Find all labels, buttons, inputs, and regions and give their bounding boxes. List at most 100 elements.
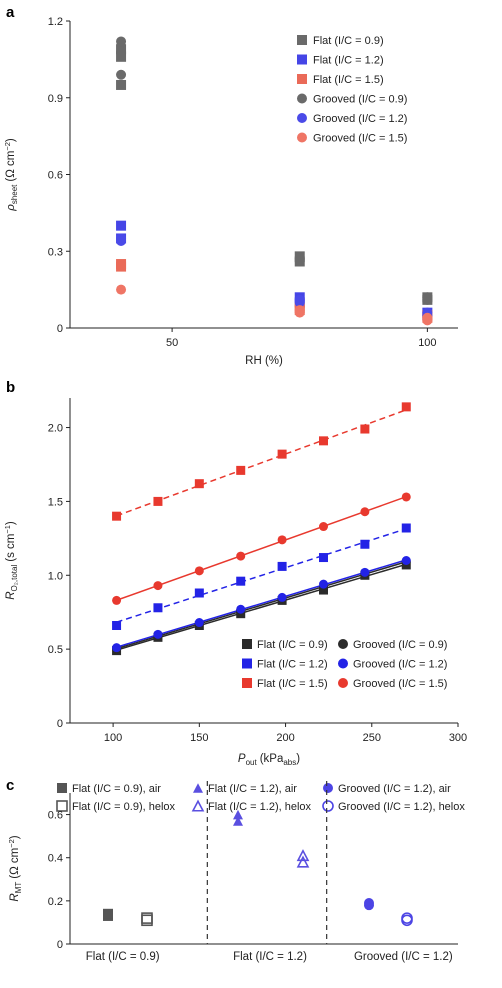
data-point bbox=[296, 849, 310, 862]
data-point bbox=[277, 561, 287, 571]
legend-marker bbox=[297, 54, 307, 65]
legend-marker bbox=[297, 113, 307, 123]
y-tick-label: 1.2 bbox=[48, 16, 63, 28]
data-point bbox=[364, 898, 374, 909]
panel-label: b bbox=[6, 379, 15, 396]
x-axis-symbol: P bbox=[238, 753, 246, 765]
fit-line bbox=[116, 409, 407, 517]
y-tick-label: 1.5 bbox=[48, 496, 63, 508]
legend-marker bbox=[56, 800, 68, 812]
legend-label: Flat (I/C = 0.9) bbox=[257, 639, 328, 651]
legend-marker bbox=[57, 783, 67, 793]
y-tick-label: 2.0 bbox=[48, 423, 63, 435]
data-point bbox=[233, 816, 243, 826]
data-point bbox=[153, 603, 163, 613]
data-point bbox=[360, 424, 370, 434]
y-tick-label: 0 bbox=[57, 939, 63, 951]
data-point bbox=[422, 312, 433, 323]
y-tick-label: 0.4 bbox=[48, 853, 63, 865]
legend-marker bbox=[323, 783, 333, 793]
y-axis-subscript: O₂,total bbox=[10, 565, 19, 592]
legend-marker bbox=[242, 639, 252, 649]
data-point bbox=[401, 523, 411, 533]
data-point bbox=[112, 595, 122, 605]
data-point bbox=[236, 604, 246, 614]
legend-label: Grooved (I/C = 0.9) bbox=[353, 639, 447, 651]
legend-label: Grooved (I/C = 1.2), air bbox=[338, 783, 451, 795]
legend-label: Flat (I/C = 1.2) bbox=[313, 55, 384, 67]
legend-marker bbox=[297, 132, 307, 143]
data-point bbox=[194, 618, 204, 628]
y-axis-unit: (Ω cm bbox=[5, 151, 17, 182]
data-point bbox=[360, 567, 370, 577]
legend-label: Flat (I/C = 0.9), air bbox=[72, 783, 161, 795]
data-point bbox=[103, 908, 113, 919]
data-point bbox=[116, 236, 127, 247]
y-axis-unit: (Ω cm bbox=[9, 848, 21, 879]
category-label: Flat (I/C = 1.2) bbox=[233, 951, 307, 963]
x-tick-label: 150 bbox=[190, 732, 208, 744]
x-axis-unit: (kPa bbox=[260, 753, 284, 765]
data-point bbox=[116, 51, 127, 62]
x-tick-label: 300 bbox=[449, 732, 467, 744]
data-point bbox=[153, 629, 163, 639]
legend-marker bbox=[242, 658, 252, 669]
x-tick-label: 250 bbox=[363, 732, 381, 744]
data-point bbox=[294, 305, 305, 316]
y-axis-unit-sup: −1 bbox=[3, 525, 12, 534]
panel-label: a bbox=[6, 4, 15, 21]
x-axis-unit-sub: abs bbox=[283, 758, 296, 767]
legend-marker bbox=[338, 678, 348, 688]
legend-marker bbox=[338, 639, 348, 649]
data-point bbox=[236, 465, 246, 475]
data-point bbox=[153, 581, 163, 591]
legend-label: Flat (I/C = 0.9) bbox=[313, 35, 384, 47]
data-point bbox=[141, 912, 153, 924]
data-point bbox=[401, 556, 411, 565]
data-point bbox=[112, 511, 122, 521]
category-label: Flat (I/C = 0.9) bbox=[86, 951, 160, 963]
y-tick-label: 1.0 bbox=[48, 570, 63, 582]
x-axis-title: Pout (kPaabs) bbox=[238, 753, 300, 767]
fit-line bbox=[116, 559, 407, 648]
data-point bbox=[277, 535, 287, 545]
legend-marker bbox=[242, 678, 252, 688]
y-axis-title: RMT (Ω cm−2) bbox=[7, 835, 23, 901]
legend-label: Grooved (I/C = 1.5) bbox=[313, 133, 407, 145]
data-point bbox=[112, 643, 122, 653]
legend-label: Flat (I/C = 0.9), helox bbox=[72, 801, 176, 813]
data-point bbox=[116, 36, 127, 47]
y-axis-unit: (s cm bbox=[5, 534, 17, 562]
y-axis-subscript: sheet bbox=[10, 184, 19, 204]
x-tick-label: 50 bbox=[166, 337, 178, 349]
data-point bbox=[401, 402, 411, 412]
data-point bbox=[116, 46, 127, 57]
legend-label: Grooved (I/C = 1.2), helox bbox=[338, 801, 465, 813]
panel-c: c Flat (I/C = 0.9), air Flat (I/C = 0.9), … bbox=[6, 777, 465, 963]
data-point bbox=[360, 507, 370, 517]
data-point bbox=[194, 588, 204, 598]
y-axis-unit-close: ) bbox=[9, 835, 21, 839]
y-axis-unit-sup: −2 bbox=[7, 839, 16, 848]
data-point bbox=[422, 294, 433, 305]
legend-label: Grooved (I/C = 1.2) bbox=[353, 659, 447, 671]
data-point bbox=[401, 912, 413, 924]
x-axis-subscript: out bbox=[246, 758, 258, 767]
y-axis-title: RO₂,total (s cm−1) bbox=[3, 521, 19, 600]
data-point bbox=[194, 479, 204, 489]
y-axis-unit-close: ) bbox=[5, 138, 17, 142]
y-tick-label: 0 bbox=[57, 323, 63, 335]
data-point bbox=[116, 259, 127, 270]
legend-marker bbox=[322, 800, 334, 812]
data-point bbox=[116, 69, 127, 80]
legend-marker bbox=[297, 35, 307, 45]
y-axis-symbol: R bbox=[5, 591, 17, 599]
y-tick-label: 0.9 bbox=[48, 93, 63, 105]
data-point bbox=[233, 809, 243, 820]
data-point bbox=[294, 256, 305, 267]
data-point bbox=[277, 592, 287, 602]
y-tick-label: 0.6 bbox=[48, 810, 63, 822]
legend-label: Flat (I/C = 1.5) bbox=[257, 678, 328, 690]
y-tick-label: 0.6 bbox=[48, 170, 63, 182]
y-tick-label: 0.5 bbox=[48, 644, 63, 656]
